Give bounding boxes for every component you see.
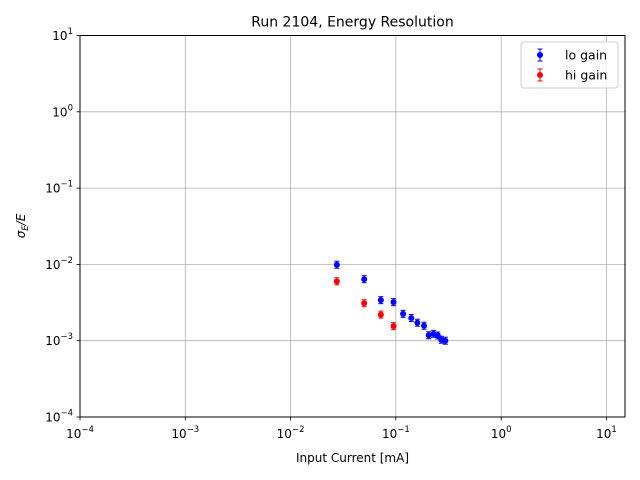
data-point xyxy=(377,297,384,304)
x-tick-base: 10 xyxy=(171,427,186,441)
x-tick-label: 10−4 xyxy=(66,425,94,441)
x-tick-base: 10 xyxy=(596,427,611,441)
x-tick-label: 10−1 xyxy=(382,425,410,441)
data-point xyxy=(333,261,340,268)
legend: lo gain hi gain xyxy=(520,41,619,89)
y-tick-base: 10 xyxy=(45,334,60,348)
y-tick-base: 10 xyxy=(45,182,60,196)
legend-marker xyxy=(537,52,543,58)
data-point xyxy=(421,322,428,329)
legend-label: hi gain xyxy=(565,68,607,83)
y-tick-base: 10 xyxy=(45,258,60,272)
x-tick-label: 10−2 xyxy=(277,425,305,441)
data-point xyxy=(425,332,432,339)
x-tick-base: 10 xyxy=(277,427,292,441)
grid xyxy=(79,35,625,418)
plot-frame xyxy=(79,35,626,418)
y-tick-exponent: −4 xyxy=(60,409,73,419)
y-tick-exponent: −3 xyxy=(60,332,73,342)
y-tick-label: 10−3 xyxy=(45,332,73,348)
axis-ticks: 10−4 10−3 10−2 10−1 100 10110−410−310−210−110… xyxy=(45,27,617,441)
y-tick-label: 10−2 xyxy=(45,256,73,272)
data-point xyxy=(361,276,368,283)
x-tick-exponent: 0 xyxy=(506,425,511,435)
data-point xyxy=(408,315,415,322)
data-points xyxy=(333,260,449,345)
legend-label: lo gain xyxy=(565,48,607,63)
x-tick-label: 10−3 xyxy=(171,425,199,441)
data-point xyxy=(390,323,397,330)
data-point xyxy=(442,337,449,344)
y-tick-label: 101 xyxy=(52,27,73,43)
legend-box xyxy=(520,41,619,89)
x-tick-exponent: −4 xyxy=(81,425,94,435)
x-tick-label: 100 xyxy=(491,425,512,441)
y-tick-label: 100 xyxy=(52,103,73,119)
y-axis-label: σE/E xyxy=(14,213,31,238)
x-tick-base: 10 xyxy=(66,427,81,441)
x-tick-exponent: −1 xyxy=(397,425,410,435)
y-tick-label: 10−1 xyxy=(45,180,73,196)
data-point xyxy=(434,332,441,339)
series-hi-gain xyxy=(333,277,397,331)
y-tick-exponent: 0 xyxy=(68,103,73,113)
data-point xyxy=(400,310,407,317)
y-tick-exponent: −1 xyxy=(60,180,73,190)
y-tick-exponent: 1 xyxy=(68,27,73,37)
data-point xyxy=(333,278,340,285)
y-tick-base: 10 xyxy=(52,105,67,119)
data-point xyxy=(377,311,384,318)
x-tick-exponent: −2 xyxy=(292,425,305,435)
series-lo-gain xyxy=(333,260,449,345)
x-tick-label: 101 xyxy=(596,425,617,441)
data-point xyxy=(361,300,368,307)
y-tick-label: 10−4 xyxy=(45,409,73,425)
y-tick-exponent: −2 xyxy=(60,256,73,266)
y-tick-base: 10 xyxy=(45,411,60,425)
x-axis-label: Input Current [mA] xyxy=(296,451,409,465)
chart-title: Run 2104, Energy Resolution xyxy=(251,15,453,31)
x-tick-base: 10 xyxy=(491,427,506,441)
x-tick-exponent: −3 xyxy=(187,425,200,435)
legend-marker xyxy=(537,72,543,78)
x-tick-base: 10 xyxy=(382,427,397,441)
data-point xyxy=(390,299,397,306)
data-point xyxy=(414,319,421,326)
y-tick-base: 10 xyxy=(52,29,67,43)
x-tick-exponent: 1 xyxy=(611,425,616,435)
